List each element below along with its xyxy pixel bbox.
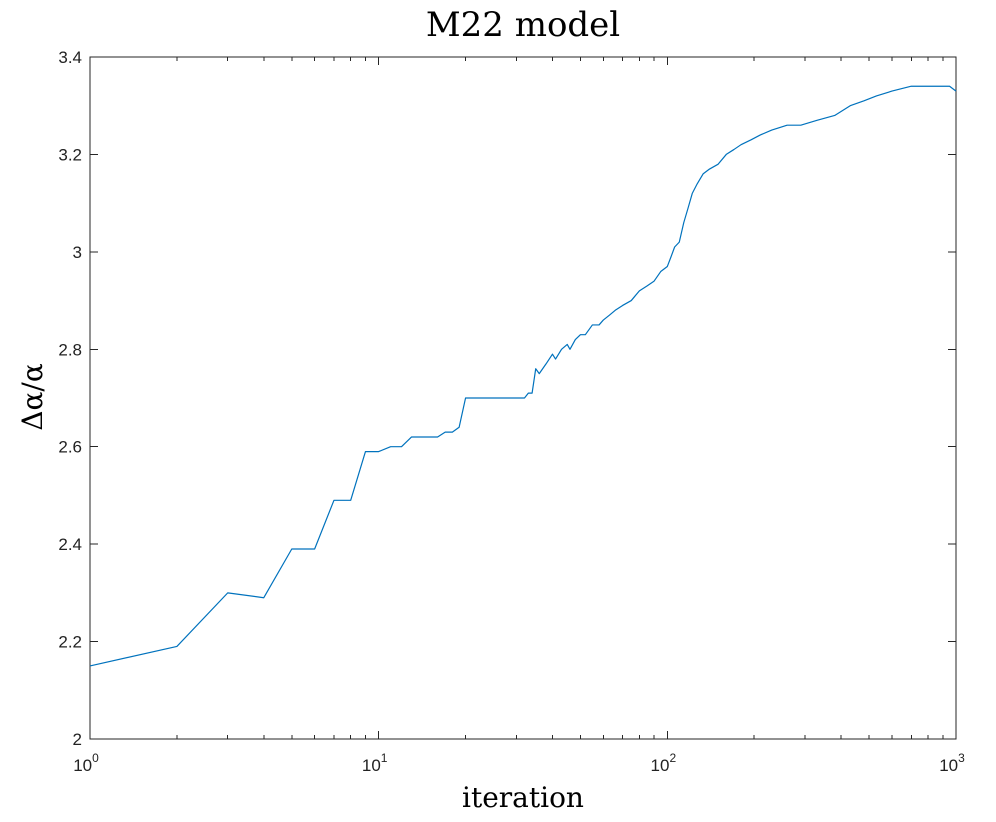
- x-axis-label: iteration: [462, 781, 584, 814]
- y-tick-label: 2.8: [58, 340, 82, 359]
- x-tick-label: 101: [362, 751, 388, 775]
- y-tick-label: 3.4: [58, 48, 82, 67]
- series-line: [89, 85, 957, 667]
- x-tick-label: 102: [651, 751, 677, 775]
- axes-box: [89, 56, 957, 740]
- y-tick-label: 2.6: [58, 438, 82, 457]
- y-tick-label: 3: [73, 243, 82, 262]
- y-tick-label: 3.2: [58, 145, 82, 164]
- y-axis-label: Δα/α: [16, 363, 49, 431]
- y-tick-label: 2: [73, 730, 82, 749]
- x-tick-label: 100: [73, 751, 99, 775]
- x-tick-label: 103: [939, 751, 965, 775]
- chart-title: M22 model: [426, 5, 620, 45]
- y-tick-label: 2.4: [58, 535, 82, 554]
- plot-area: 2 2.2 2.4 2.6 2.8 3 3.2 3.4 100 101 102 103: [58, 48, 965, 775]
- y-tick-label: 2.2: [58, 633, 82, 652]
